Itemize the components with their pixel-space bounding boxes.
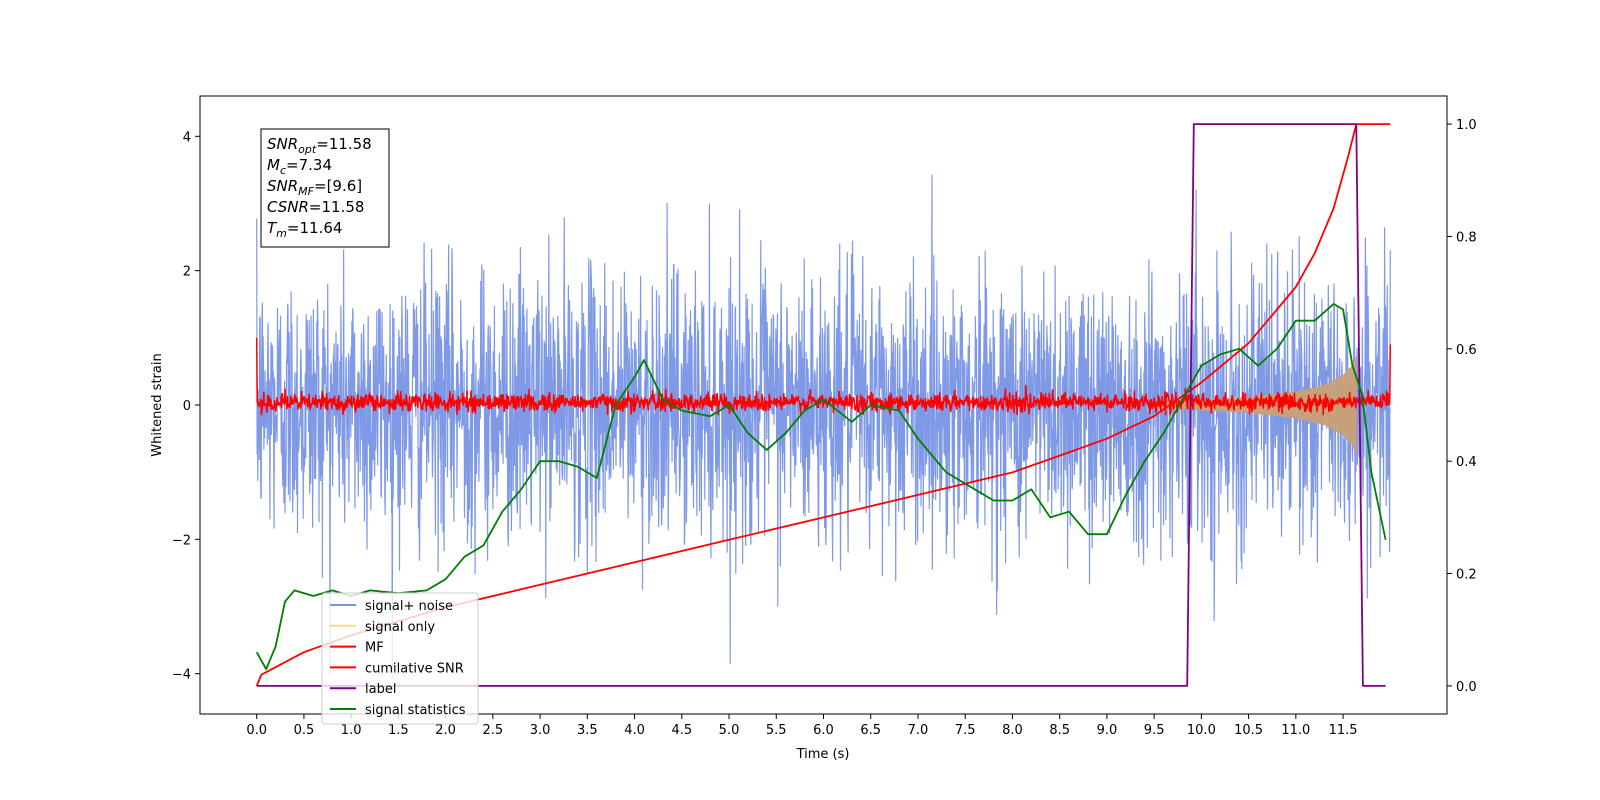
series-label-line (256, 123, 1386, 687)
annotation-line: Tm=11.64 (267, 219, 342, 240)
y-left-tick-label: 2 (183, 265, 191, 280)
series-mf-line (255, 337, 1392, 416)
x-tick-label: 4.0 (624, 723, 645, 738)
y-left-tick-label: 0 (183, 399, 191, 414)
y-right-tick-label: 0.8 (1456, 230, 1477, 245)
x-tick-label: 10.0 (1187, 723, 1216, 738)
y-right-tick-label: 0.2 (1456, 568, 1477, 583)
annotation-line: Mc=7.34 (267, 156, 332, 177)
legend: signal+ noise signal only MF cumilative SNR… (321, 592, 479, 725)
x-tick-label: 3.0 (530, 723, 551, 738)
x-axis-label: Time (s) (796, 747, 850, 762)
x-tick-label: 11.0 (1281, 723, 1310, 738)
x-tick-label: 0.5 (294, 723, 315, 738)
x-axis: 0.0 0.5 1.0 1.5 2.0 2.5 3.0 3.5 4.0 4.5 5.0 5.5 6.0 6… (246, 714, 1358, 738)
y-right-tick-label: 1.0 (1456, 118, 1477, 133)
legend-label: cumilative SNR (365, 661, 464, 676)
annotation-line: SNRopt=11.58 (267, 135, 372, 156)
x-tick-label: 11.5 (1329, 723, 1358, 738)
y-right-tick-label: 0.0 (1456, 680, 1477, 695)
y-axis-left-label: Whitened strain (150, 353, 165, 456)
x-tick-label: 6.0 (813, 723, 834, 738)
x-tick-label: 3.5 (577, 723, 598, 738)
series-signal-statistics-line (255, 302, 1387, 670)
legend-label: label (365, 682, 396, 697)
x-tick-label: 5.0 (719, 723, 740, 738)
y-axis-left: −4 −2 0 2 4 (172, 130, 200, 683)
x-tick-label: 8.5 (1049, 723, 1070, 738)
x-tick-label: 1.5 (388, 723, 409, 738)
legend-label: signal only (365, 620, 435, 635)
x-tick-label: 2.5 (483, 723, 504, 738)
x-tick-label: 1.0 (341, 723, 362, 738)
x-tick-label: 0.0 (246, 723, 267, 738)
x-tick-label: 6.5 (860, 723, 881, 738)
y-left-tick-label: 4 (183, 130, 191, 145)
x-tick-label: 7.5 (955, 723, 976, 738)
x-tick-label: 9.5 (1144, 723, 1165, 738)
y-left-tick-label: −4 (172, 668, 191, 683)
annotation-frame (260, 128, 390, 248)
legend-label: signal+ noise (365, 599, 453, 614)
y-left-tick-label: −2 (172, 533, 191, 548)
legend-label: MF (365, 641, 384, 656)
annotation-line: SNRMF=[9.6] (267, 177, 362, 198)
x-tick-label: 7.0 (908, 723, 929, 738)
x-tick-label: 10.5 (1234, 723, 1263, 738)
x-tick-label: 2.0 (435, 723, 456, 738)
y-axis-right: 0.0 0.2 0.4 0.6 0.8 1.0 (1447, 118, 1477, 695)
x-tick-label: 8.0 (1002, 723, 1023, 738)
legend-label: signal statistics (365, 703, 466, 718)
x-tick-label: 5.5 (766, 723, 787, 738)
y-right-tick-label: 0.4 (1456, 455, 1477, 470)
x-tick-label: 4.5 (671, 723, 692, 738)
annotation-line: CSNR=11.58 (267, 198, 364, 216)
series-layer (255, 123, 1392, 687)
legend-frame (321, 592, 479, 725)
y-right-tick-label: 0.6 (1456, 343, 1477, 358)
annotation-box: SNRopt=11.58Mc=7.34SNRMF=[9.6]CSNR=11.58… (260, 128, 390, 248)
x-tick-label: 9.0 (1097, 723, 1118, 738)
series-signal-noise-line (256, 174, 1391, 681)
